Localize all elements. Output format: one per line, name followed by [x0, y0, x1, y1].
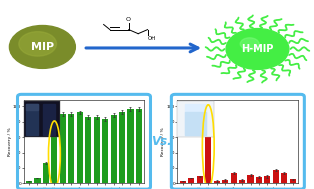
Bar — [222, 180, 228, 183]
Bar — [264, 176, 270, 183]
Bar — [111, 115, 116, 183]
Y-axis label: Recovery / %: Recovery / % — [8, 127, 12, 156]
Bar — [290, 180, 296, 183]
Text: MIP: MIP — [31, 42, 54, 52]
Bar — [26, 181, 32, 183]
Circle shape — [9, 26, 75, 68]
Bar — [281, 173, 287, 183]
Text: O: O — [126, 17, 131, 22]
Bar — [85, 117, 91, 183]
Bar — [60, 114, 66, 183]
Bar — [119, 112, 125, 183]
Y-axis label: Recovery / %: Recovery / % — [161, 127, 165, 156]
Bar — [180, 181, 186, 183]
Bar — [205, 109, 211, 183]
Bar — [214, 181, 220, 183]
Circle shape — [226, 29, 289, 69]
Bar — [35, 178, 41, 183]
Bar — [94, 117, 100, 183]
Bar — [51, 125, 57, 183]
Bar — [68, 114, 74, 183]
Text: Vs.: Vs. — [151, 135, 171, 148]
Bar — [43, 163, 49, 183]
Bar — [77, 112, 83, 183]
Bar — [197, 176, 203, 183]
Bar — [188, 178, 194, 183]
Bar — [127, 109, 133, 183]
Bar — [136, 109, 142, 183]
Text: H-MIP: H-MIP — [241, 44, 274, 54]
Bar — [230, 173, 237, 183]
Text: OH: OH — [148, 36, 157, 41]
Bar — [102, 119, 108, 183]
Bar — [256, 177, 262, 183]
Bar — [247, 175, 254, 183]
Circle shape — [240, 38, 259, 50]
Bar — [273, 170, 279, 183]
Circle shape — [19, 32, 57, 56]
Bar — [239, 180, 245, 183]
